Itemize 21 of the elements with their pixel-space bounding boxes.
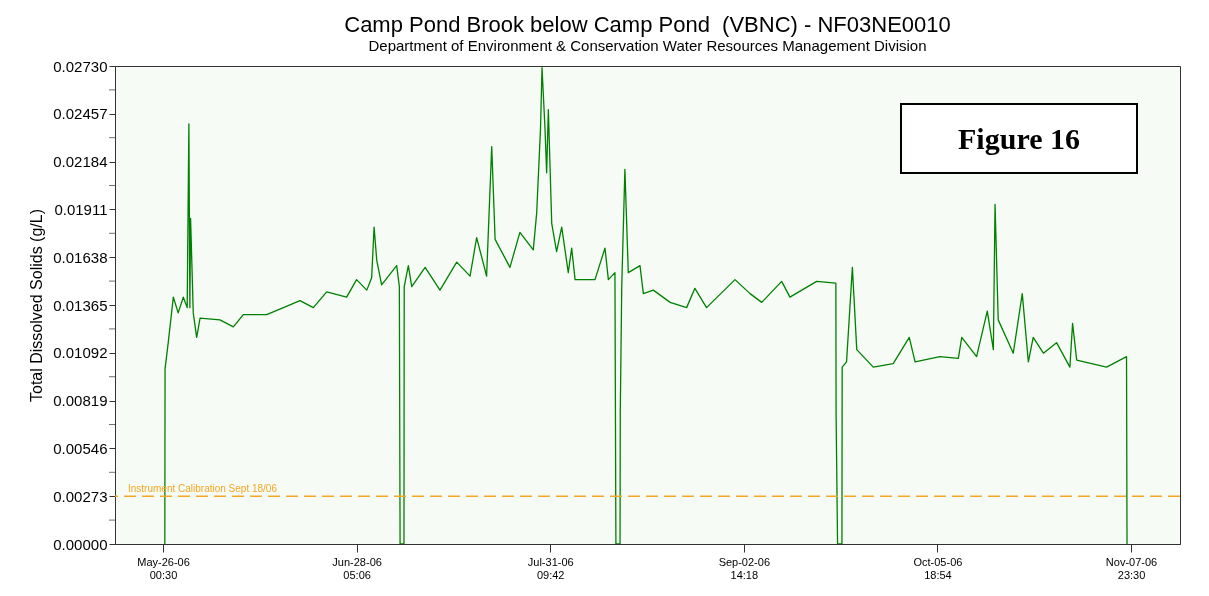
y-tick-label: 0.02457 <box>53 105 108 123</box>
y-tick-label: 0.01911 <box>54 200 108 218</box>
y-tick-label: 0.02184 <box>53 153 108 171</box>
y-tick-label: 0.01365 <box>53 296 108 314</box>
x-tick-label: Jun-28-06 05:06 <box>332 555 382 581</box>
x-tick-label: Oct-05-06 18:54 <box>913 555 963 581</box>
y-tick-label: 0.00819 <box>53 392 108 410</box>
x-tick-label: Sep-02-06 14:18 <box>718 555 770 581</box>
y-tick-label: 0.00000 <box>53 535 108 553</box>
y-tick-label: 0.00273 <box>53 487 108 505</box>
x-tick-label: May-26-06 00:30 <box>137 555 190 581</box>
chart-subtitle: Department of Environment & Conservation Water Resources Management Division <box>368 37 927 54</box>
chart-title: Camp Pond Brook below Camp Pond (VBNC) - NF03NE0010 <box>344 12 951 37</box>
y-axis-title: Total Dissolved Solids (g/L) <box>28 209 46 402</box>
y-tick-label: 0.02730 <box>53 57 108 75</box>
x-tick-label: Jul-31-06 09:42 <box>527 555 574 581</box>
y-tick-label: 0.00546 <box>53 439 108 457</box>
x-tick-label: Nov-07-06 23:30 <box>1105 555 1158 581</box>
y-tick-label: 0.01092 <box>53 344 108 362</box>
figure-label-box: Figure 16 <box>900 103 1138 174</box>
y-tick-label: 0.01638 <box>53 248 108 266</box>
